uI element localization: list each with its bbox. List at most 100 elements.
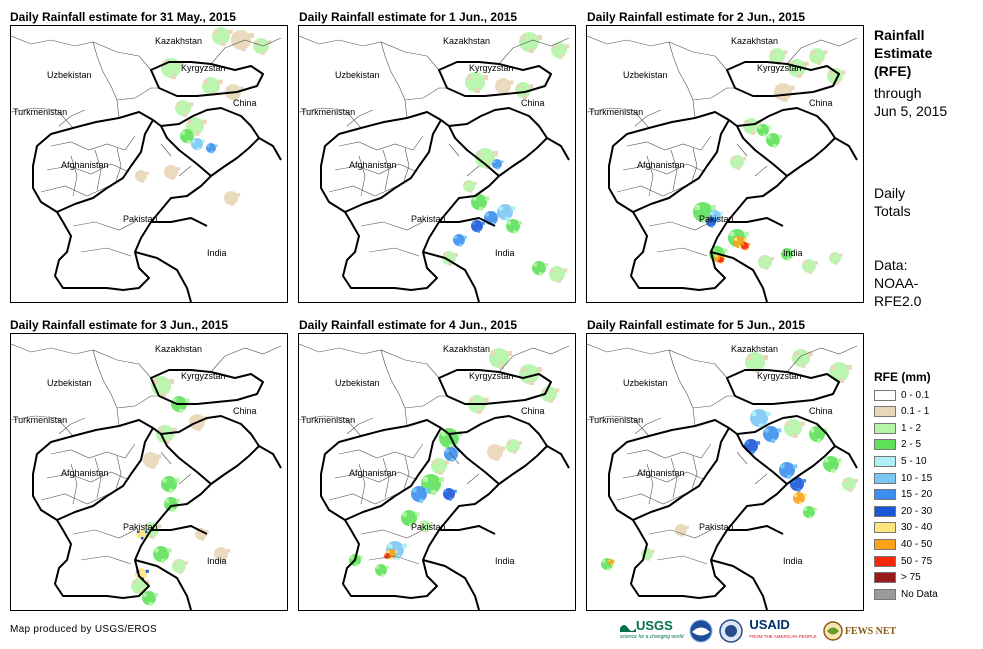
rainfall-speckle: [695, 205, 700, 210]
rainfall-speckle: [742, 157, 747, 161]
rainfall-speckle: [789, 61, 795, 67]
rainfall-speckle: [498, 206, 503, 211]
map-label-afghanistan: Afghanistan: [349, 468, 397, 478]
legend-label: > 75: [901, 572, 921, 584]
rainfall-speckle: [161, 392, 166, 397]
rainfall-speckle: [745, 248, 747, 251]
legend-swatch: [874, 389, 896, 401]
rainfall-speckle: [759, 257, 763, 261]
admin-boundary: [587, 343, 728, 379]
rainfall-speckle: [136, 171, 140, 175]
rainfall-speckle: [505, 216, 509, 221]
rainfall-speckle: [475, 88, 480, 93]
rainfall-speckle: [189, 102, 194, 107]
country-boundary: [150, 369, 264, 405]
rainfall-speckle: [143, 593, 147, 597]
admin-boundary: [736, 451, 768, 485]
country-boundary: [710, 217, 784, 302]
rainfall-speckle: [197, 147, 200, 151]
rainfall-speckle: [783, 97, 788, 102]
legend-label: 30 - 40: [901, 522, 933, 534]
rainfall-speckle: [267, 40, 272, 45]
admin-boundary: [11, 415, 74, 437]
rainfall-speckle: [810, 50, 815, 55]
rainfall-speckle: [764, 428, 769, 433]
rainfall-speckle: [496, 80, 501, 85]
rainfall-speckle: [165, 499, 169, 503]
map-label-china: China: [233, 98, 257, 108]
rainfall-speckle: [213, 29, 219, 35]
rainfall-speckle: [837, 458, 842, 463]
rainfall-speckle: [211, 151, 214, 154]
rainfall-speckle: [817, 60, 821, 65]
side-data-line-1: Data:: [874, 257, 908, 273]
rainfall-speckle: [739, 245, 742, 249]
usgs-logo: USGS science for a changing world: [620, 619, 683, 643]
rainfall-speckle: [488, 446, 493, 451]
rainfall-speckle: [175, 478, 180, 483]
rainfall-speckle: [804, 61, 809, 67]
country-boundary: [632, 427, 730, 521]
rainfall-speckle: [387, 550, 390, 553]
admin-boundary: [736, 143, 768, 177]
rainfall-speckle: [477, 151, 482, 156]
rainfall-speckle: [723, 257, 725, 260]
rainfall-speckle: [744, 120, 749, 125]
rainfall-speckle: [228, 29, 233, 35]
map-label-afghanistan: Afghanistan: [61, 468, 109, 478]
panel-title-4: Daily Rainfall estimate for 3 Jun., 2015: [10, 318, 229, 332]
map-label-india: India: [207, 556, 227, 566]
map-label-india: India: [495, 556, 515, 566]
legend-row: 0 - 0.1: [874, 388, 929, 402]
admin-boundary: [58, 417, 86, 435]
rainfall-speckle: [611, 563, 613, 566]
rainfall-speckle: [183, 112, 187, 117]
admin-boundary: [334, 163, 418, 175]
rainfall-speckle: [477, 229, 480, 233]
rainfall-speckle: [376, 565, 380, 569]
admin-boundary: [72, 529, 136, 539]
admin-boundary: [402, 455, 410, 493]
rainfall-speckle: [215, 549, 219, 553]
admin-boundary: [692, 87, 735, 101]
rainfall-speckle: [719, 211, 723, 215]
admin-boundary: [299, 415, 362, 437]
legend-label: 5 - 10: [901, 455, 927, 467]
admin-boundary: [587, 415, 650, 437]
map-label-india: India: [207, 248, 227, 258]
rainfall-speckle: [501, 446, 506, 451]
rainfall-speckle: [493, 151, 498, 156]
legend-swatch: [874, 538, 896, 550]
admin-boundary: [346, 109, 374, 127]
legend-label: 1 - 2: [901, 422, 922, 434]
rainfall-speckle: [737, 166, 741, 170]
map-label-turkmenistan: Turkmenistan: [13, 107, 67, 117]
rainfall-speckle: [261, 50, 265, 55]
side-daily-line-2: Totals: [874, 203, 911, 219]
side-subtitle-line-1: through: [874, 85, 922, 101]
legend-label: 2 - 5: [901, 439, 922, 451]
admin-boundary: [498, 37, 570, 65]
map-label-uzbekistan: Uzbekistan: [623, 70, 668, 80]
admin-boundary: [656, 555, 708, 565]
rainfall-speckle: [202, 119, 207, 125]
rainfall-speckle: [425, 529, 428, 533]
rainfall-speckle: [171, 74, 176, 79]
legend-swatch: [874, 489, 896, 501]
rainfall-speckle: [493, 160, 496, 163]
rainfall-speckle: [402, 543, 407, 549]
country-boundary: [438, 61, 552, 97]
admin-boundary: [210, 37, 282, 65]
legend-row: No Data: [874, 587, 938, 601]
rainfall-speckle: [775, 85, 781, 91]
rainfall-speckle: [472, 221, 476, 225]
admin-boundary: [646, 463, 654, 505]
rainfall-speckle: [176, 499, 181, 503]
admin-boundary: [634, 417, 662, 435]
admin-boundary: [328, 493, 398, 505]
rainfall-speckle: [813, 507, 817, 511]
rainfall-speckle: [503, 90, 507, 95]
admin-boundary: [46, 163, 130, 175]
rainfall-speckle: [783, 50, 788, 55]
rainfall-speckle: [439, 470, 443, 475]
